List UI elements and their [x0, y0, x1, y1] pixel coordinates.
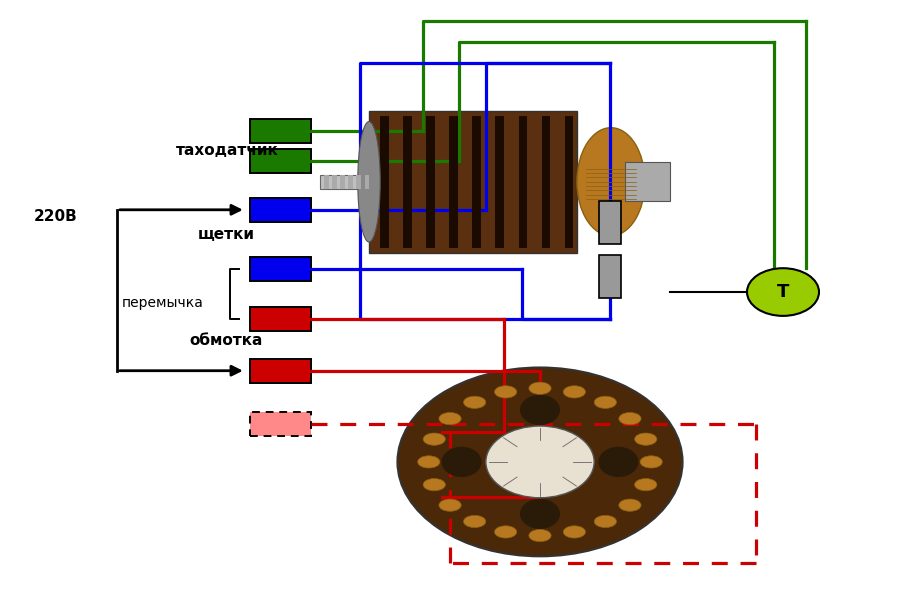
Ellipse shape — [464, 516, 486, 527]
Ellipse shape — [563, 386, 586, 398]
Ellipse shape — [439, 412, 461, 425]
Ellipse shape — [594, 396, 616, 408]
Bar — [356, 175, 361, 189]
Ellipse shape — [439, 499, 461, 511]
Bar — [320, 83, 698, 280]
Ellipse shape — [494, 386, 517, 398]
Text: Т: Т — [777, 283, 789, 301]
Ellipse shape — [598, 447, 638, 477]
Bar — [380, 116, 389, 248]
Ellipse shape — [577, 128, 645, 236]
Ellipse shape — [520, 499, 560, 529]
Ellipse shape — [619, 499, 641, 511]
Ellipse shape — [520, 395, 560, 425]
Bar — [250, 149, 311, 173]
Text: 220В: 220В — [34, 209, 78, 225]
Bar — [250, 412, 311, 436]
Circle shape — [486, 426, 594, 498]
Bar — [598, 255, 621, 298]
Bar — [472, 116, 482, 248]
Bar — [387, 364, 693, 560]
Ellipse shape — [640, 456, 662, 468]
Bar — [542, 116, 551, 248]
Bar — [250, 359, 311, 383]
Bar — [625, 162, 670, 201]
Bar — [403, 116, 412, 248]
Bar — [369, 111, 577, 253]
Bar — [495, 116, 504, 248]
Bar — [364, 175, 369, 189]
Bar — [598, 201, 621, 244]
Ellipse shape — [529, 529, 551, 542]
Text: щетки: щетки — [198, 227, 255, 243]
Bar — [324, 175, 328, 189]
Ellipse shape — [423, 479, 446, 491]
Ellipse shape — [529, 382, 551, 395]
Ellipse shape — [594, 516, 616, 527]
Bar — [449, 116, 458, 248]
Ellipse shape — [494, 526, 517, 538]
Ellipse shape — [563, 526, 586, 538]
Circle shape — [747, 268, 819, 316]
Bar — [426, 116, 435, 248]
Text: обмотка: обмотка — [189, 333, 263, 349]
Ellipse shape — [442, 447, 482, 477]
Ellipse shape — [634, 433, 657, 445]
Bar — [518, 116, 527, 248]
Bar — [320, 175, 378, 189]
Ellipse shape — [423, 433, 446, 445]
Ellipse shape — [464, 396, 486, 408]
Bar — [564, 116, 573, 248]
Ellipse shape — [634, 479, 657, 491]
Text: перемычка: перемычка — [122, 296, 203, 310]
Bar — [250, 307, 311, 331]
Ellipse shape — [418, 456, 440, 468]
Ellipse shape — [619, 412, 641, 425]
Bar — [250, 119, 311, 143]
Circle shape — [398, 368, 682, 556]
Bar — [340, 175, 345, 189]
Bar — [348, 175, 353, 189]
Bar — [332, 175, 337, 189]
Bar — [250, 257, 311, 281]
Ellipse shape — [358, 122, 380, 242]
Bar — [250, 198, 311, 222]
Text: таходатчик: таходатчик — [176, 142, 278, 158]
